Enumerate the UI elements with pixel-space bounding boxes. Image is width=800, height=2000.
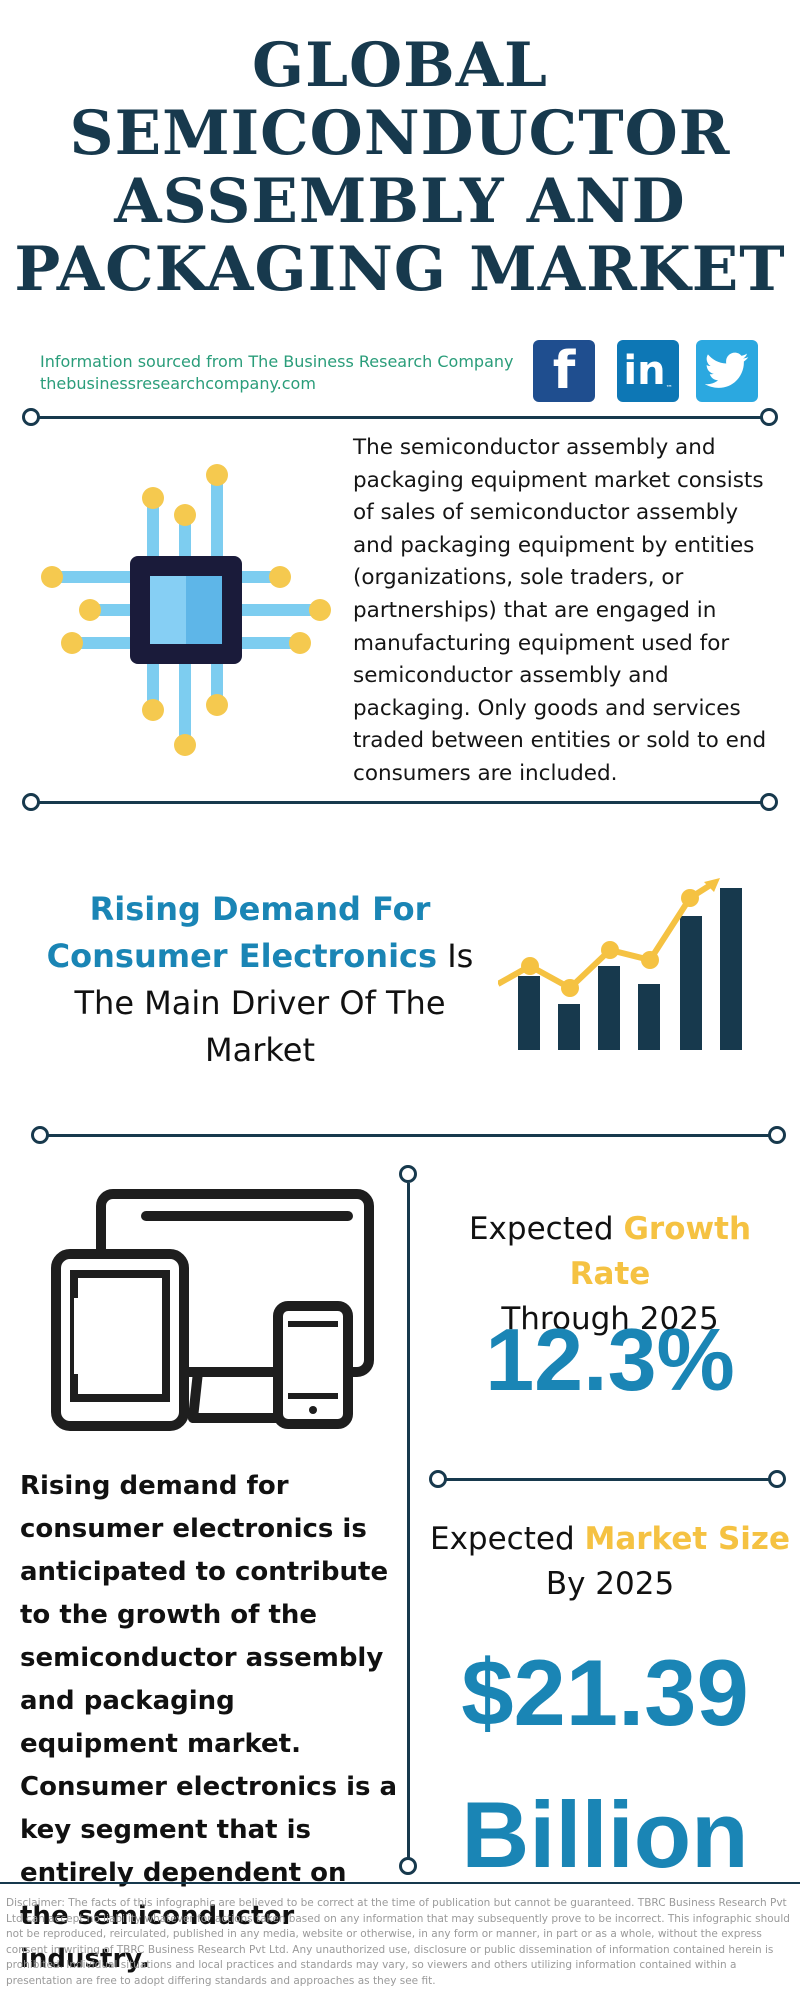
twitter-bird-icon <box>705 352 749 388</box>
driver-rest: Is The Main Driver Of The Market <box>74 937 474 1069</box>
divider-right <box>436 1478 776 1481</box>
disclaimer-text: Disclaimer: The facts of this infographi… <box>6 1897 790 1987</box>
divider-dot <box>768 1470 786 1488</box>
chip-icon <box>41 464 331 756</box>
page-title: GLOBAL SEMICONDUCTOR ASSEMBLY AND PACKAG… <box>0 32 800 304</box>
market-size-amount: $21.39 <box>461 1640 749 1745</box>
divider-middle <box>31 801 769 804</box>
facebook-icon[interactable]: f <box>533 340 595 402</box>
source-url[interactable]: thebusinessresearchcompany.com <box>40 374 316 393</box>
size-label-accent: Market Size <box>584 1521 791 1557</box>
divider-dot <box>429 1470 447 1488</box>
title-line-1: GLOBAL <box>252 30 548 101</box>
bar-chart-growth-icon <box>498 878 742 1050</box>
vertical-divider-dot <box>399 1165 417 1183</box>
twitter-icon[interactable] <box>696 340 758 402</box>
growth-label-prefix: Expected <box>468 1211 624 1247</box>
divider-dot <box>22 793 40 811</box>
title-line-4: PACKAGING MARKET <box>14 234 786 305</box>
divider-dot <box>760 408 778 426</box>
title-line-3: ASSEMBLY AND <box>114 166 686 237</box>
market-size-label: Expected Market Size By 2025 <box>430 1517 790 1607</box>
divider-top <box>31 416 769 419</box>
divider-lower <box>40 1134 777 1137</box>
rising-demand-paragraph: Rising demand for consumer electronics i… <box>20 1471 398 1974</box>
growth-label-accent: Growth Rate <box>569 1211 752 1292</box>
growth-rate-label: Expected Growth Rate Through 2025 <box>430 1207 790 1342</box>
disclaimer-divider <box>0 1882 800 1884</box>
divider-dot <box>768 1126 786 1144</box>
size-label-prefix: Expected <box>430 1521 585 1557</box>
intro-paragraph: The semiconductor assembly and packaging… <box>353 435 767 786</box>
linkedin-label: in <box>623 348 666 394</box>
market-driver-heading: Rising Demand For Consumer Electronics I… <box>30 886 490 1074</box>
source-info: Information sourced from The Business Re… <box>40 351 513 395</box>
market-size-value: $21.39 Billion <box>420 1622 790 1906</box>
linkedin-icon[interactable]: in ™ <box>617 340 679 402</box>
growth-label-suffix: Through 2025 <box>501 1301 719 1337</box>
divider-dot <box>31 1126 49 1144</box>
vertical-divider <box>407 1183 410 1865</box>
title-line-2: SEMICONDUCTOR <box>69 98 731 169</box>
size-label-suffix: By 2025 <box>545 1566 675 1602</box>
market-size-unit: Billion <box>461 1782 749 1887</box>
divider-dot <box>22 408 40 426</box>
divider-dot <box>760 793 778 811</box>
growth-rate-value: 12.3% <box>485 1310 735 1409</box>
source-text: Information sourced from The Business Re… <box>40 352 514 371</box>
devices-icon <box>51 1189 374 1431</box>
linkedin-tm: ™ <box>665 384 673 392</box>
facebook-label: f <box>552 341 576 401</box>
vertical-divider-dot <box>399 1857 417 1875</box>
driver-highlight: Rising Demand For Consumer Electronics <box>46 890 438 975</box>
